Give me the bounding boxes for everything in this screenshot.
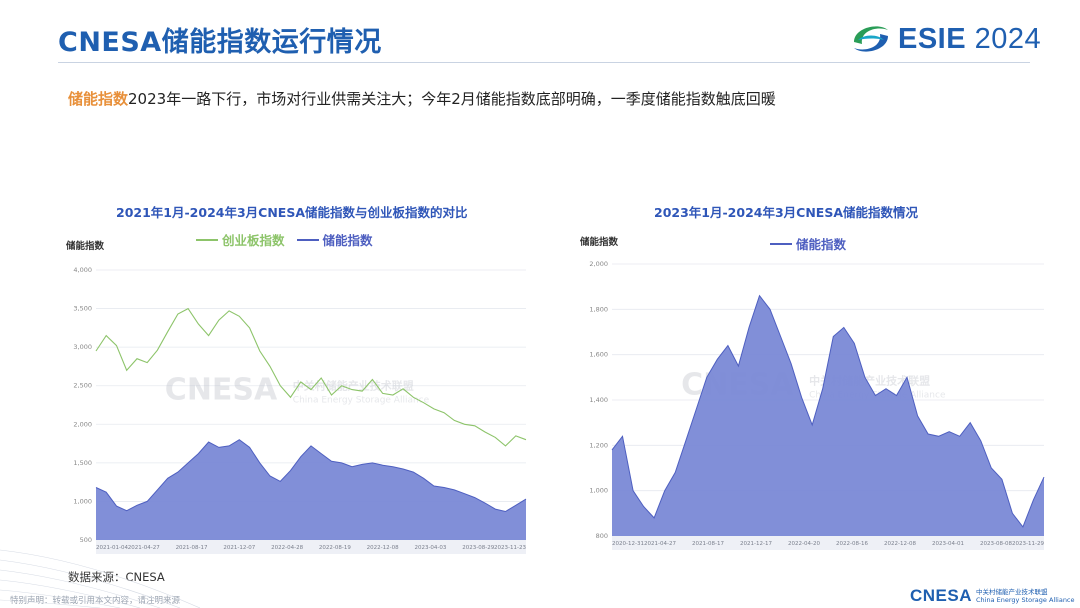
chart1-xtick-label: 2021-08-17 [176, 545, 208, 551]
chart1-series-line-1 [95, 439, 527, 513]
subtitle-text: 2023年一路下行，市场对行业供需关注大；今年2月储能指数底部明确，一季度储能指… [128, 90, 776, 108]
chart2-ytick-label: 1,000 [589, 487, 608, 495]
esie-swirl-icon [854, 26, 888, 52]
chart1-ytick-label: 1,000 [73, 497, 92, 505]
chart1-watermark-word: CNESA [165, 373, 278, 408]
chart1-series-area-1 [96, 439, 526, 540]
chart2-xtick-label: 2020-12-31 [612, 541, 644, 547]
chart2-xtick-label: 2021-08-17 [692, 541, 724, 547]
footer-cnesa-logo: CNESA 中关村储能产业技术联盟 China Energy Storage A… [910, 586, 1075, 606]
chart1-xtick-label: 2022-04-28 [271, 545, 303, 551]
legend-swatch-blue-2 [770, 242, 792, 245]
chart1-xtick-label: 2023-04-03 [414, 545, 446, 551]
chart1-title: 2021年1月-2024年3月CNESA储能指数与创业板指数的对比 [116, 205, 468, 220]
chart2-ytick-label: 1,600 [589, 351, 608, 359]
disclaimer: 特别声明：转载或引用本文内容，请注明来源 [10, 596, 181, 606]
chart1-series-line-0 [95, 307, 527, 447]
decorative-lines [0, 549, 200, 608]
chart2-ytick-label: 800 [596, 532, 608, 540]
chart2-xtick-label: 2023-04-01 [932, 541, 964, 547]
chart1-xtick-label: 2021-01-04 [96, 545, 128, 551]
slide-subtitle: 储能指数2023年一路下行，市场对行业供需关注大；今年2月储能指数底部明确，一季… [68, 88, 776, 109]
chart1-ytick-label: 1,500 [73, 459, 92, 467]
chart1-legend-label-storage: 储能指数 [322, 233, 373, 248]
brand-name: ESIE [898, 22, 967, 55]
chart2-xaxis-band [612, 536, 1044, 550]
chart1-ytick-label: 3,500 [73, 305, 92, 313]
chart2-series-area-0 [612, 295, 1044, 536]
chart2-xtick-label: 2022-12-08 [884, 541, 916, 547]
chart1-ytick-label: 4,000 [73, 266, 92, 274]
chart2-xtick-label: 2023-11-29 [1012, 541, 1044, 547]
chart2-ytick-label: 2,000 [589, 260, 608, 268]
chart1-plot: 500 1,000 1,500 2,000 2,500 3,000 3,500 4,000 CN… [73, 266, 527, 554]
chart2-legend-label-storage: 储能指数 [796, 237, 847, 252]
chart2-xtick-label: 2022-04-20 [788, 541, 820, 547]
chart1-xaxis-band [96, 540, 526, 554]
legend-swatch-green [196, 238, 218, 241]
chart1-ytick-label: 2,000 [73, 420, 92, 428]
chart1-xtick-label: 2021-04-27 [128, 545, 160, 551]
chart2-title: 2023年1月-2024年3月CNESA储能指数情况 [654, 205, 919, 220]
chart2-ytick-label: 1,400 [589, 396, 608, 404]
chart2-xtick-label: 2021-04-27 [644, 541, 676, 547]
chart1-ytick-label: 500 [80, 536, 92, 544]
chart1-legend-label-chinext: 创业板指数 [222, 233, 285, 248]
chart1-xtick-label: 2023-11-23 [494, 545, 526, 551]
chart2-ylabel: 储能指数 [580, 237, 619, 248]
chart2-legend: 储能指数 [770, 234, 846, 253]
chart1-ytick-label: 3,000 [73, 343, 92, 351]
legend-swatch-blue [296, 238, 319, 241]
chart2-ytick-label: 1,200 [589, 441, 608, 449]
chart1-xtick-label: 2022-12-08 [367, 545, 399, 551]
chart1-watermark-cn: 中关村储能产业技术联盟 [293, 379, 414, 393]
chart2-ytick-label: 1,800 [589, 305, 608, 313]
chart1-xtick-label: 2022-08-19 [319, 545, 351, 551]
chart2-xtick-label: 2022-08-16 [836, 541, 868, 547]
page-title: CNESA储能指数运行情况 [58, 27, 382, 58]
footer-logo-cn: 中关村储能产业技术联盟 [976, 588, 1048, 596]
chart2-xtick-label: 2021-12-17 [740, 541, 772, 547]
data-source: 数据来源：CNESA [68, 570, 165, 584]
chart1-legend: 创业板指数 储能指数 [196, 230, 373, 249]
esie-brand-logo: ESIE 2024 [848, 18, 1041, 60]
chart1-legend-item-chinext: 创业板指数 [196, 230, 285, 249]
chart2-series-line-0 [611, 294, 1045, 528]
chart2-xtick-label: 2023-08-08 [980, 541, 1012, 547]
brand-year: 2024 [974, 22, 1042, 55]
chart1-watermark-en: China Energy Storage Alliance [293, 396, 430, 406]
footer-logo-en: China Energy Storage Alliance [976, 596, 1075, 604]
chart1-ytick-label: 2,500 [73, 382, 92, 390]
chart1-ylabel: 储能指数 [66, 241, 105, 252]
chart1-watermark: CNESA 中关村储能产业技术联盟 China Energy Storage All… [165, 373, 430, 408]
subtitle-highlight: 储能指数 [68, 90, 129, 108]
chart1-xtick-label: 2023-08-29 [462, 545, 494, 551]
chart1-legend-item-storage: 储能指数 [296, 230, 373, 249]
chart2-plot: 8001,0001,2001,4001,6001,8002,000CNESA中关… [589, 260, 1045, 550]
chart2-legend-item-storage: 储能指数 [770, 234, 846, 253]
footer-logo-word: CNESA [910, 586, 973, 605]
chart1-xtick-label: 2021-12-07 [223, 545, 255, 551]
header-divider [58, 62, 1030, 63]
